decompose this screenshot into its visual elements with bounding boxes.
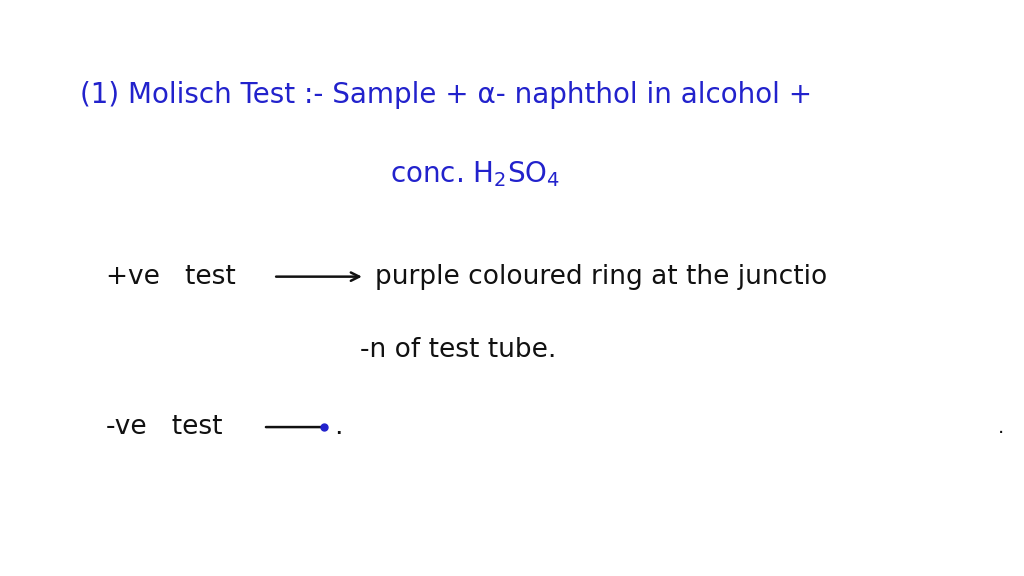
Text: .: .	[997, 418, 1004, 437]
Text: purple coloured ring at the junctio: purple coloured ring at the junctio	[375, 264, 827, 290]
Text: (1) Molisch Test :- Sample + α- naphthol in alcohol +: (1) Molisch Test :- Sample + α- naphthol…	[80, 81, 812, 109]
Text: .: .	[334, 414, 343, 440]
Text: +ve   test: +ve test	[105, 264, 236, 290]
Text: -n of test tube.: -n of test tube.	[359, 338, 556, 363]
Text: conc. H$_2$SO$_4$: conc. H$_2$SO$_4$	[390, 160, 560, 190]
Text: -ve   test: -ve test	[105, 414, 222, 440]
